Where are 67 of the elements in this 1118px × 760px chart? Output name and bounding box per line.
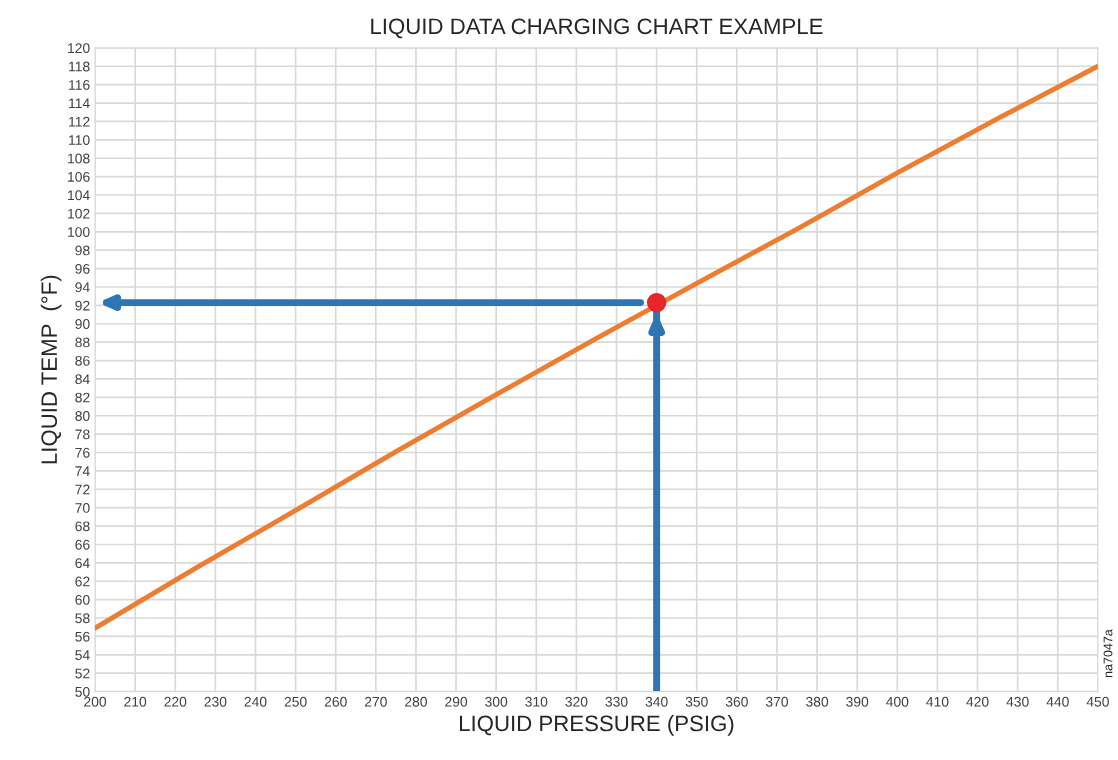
x-tick-label: 270 [364,696,387,707]
y-tick-label: 56 [75,631,90,642]
x-axis-title: LIQUID PRESSURE (PSIG) [459,714,734,736]
y-tick-label: 86 [75,355,90,366]
x-tick-label: 400 [886,696,909,707]
x-tick-label: 320 [565,696,588,707]
x-tick-label: 280 [405,696,427,707]
y-tick-label: 96 [75,263,90,274]
y-tick-label: 90 [75,319,90,329]
y-tick-label: 80 [75,411,90,421]
chart-title: LIQUID DATA CHARGING CHART EXAMPLE [371,18,823,39]
x-tick-label: 200 [84,696,107,707]
x-tick-label: 420 [966,696,989,707]
y-tick-label: 64 [75,558,90,569]
x-tick-label: 300 [485,696,508,707]
y-tick-label: 52 [75,668,90,679]
x-tick-label: 310 [525,696,548,707]
x-tick-label: 380 [806,696,829,707]
x-tick-label: 390 [846,696,869,707]
y-tick-label: 118 [69,61,90,72]
x-tick-label: 220 [164,696,187,707]
x-tick-label: 330 [605,696,628,707]
x-tick-label: 360 [725,696,748,707]
x-tick-label: 290 [445,696,468,707]
y-tick-label: 104 [68,190,90,201]
x-tick-label: 340 [645,696,668,707]
x-tick-label: 250 [284,696,307,707]
y-axis-title: LIQUID TEMP (°F) [40,275,62,464]
x-tick-label: 430 [1006,696,1029,707]
x-tick-label: 230 [204,696,227,707]
x-tick-label: 440 [1046,696,1069,707]
line-series [95,63,1098,631]
y-tick-label: 82 [75,392,90,403]
y-tick-label: 62 [75,576,90,587]
y-tick-label: 68 [75,521,90,532]
y-tick-label: 84 [75,374,90,385]
y-tick-label: 94 [75,282,90,293]
y-tick-label: 114 [69,98,90,109]
y-tick-label: 106 [68,171,90,182]
y-tick-label: 58 [75,613,90,624]
text: na7047a [1103,629,1113,678]
y-tick-label: 112 [69,116,90,127]
y-tick-label: 72 [75,484,90,495]
y-tick-label: 110 [69,135,90,146]
y-tick-label: 76 [75,447,90,458]
x-tick-label: 350 [685,696,708,707]
y-tick-label: 88 [75,337,90,348]
y-tick-label: 100 [68,227,90,237]
y-tick-label: 50 [75,686,90,697]
x-tick-label: 260 [324,696,347,707]
y-tick-label: 74 [75,466,90,476]
y-tick-label: 98 [75,245,90,256]
x-tick-label: 410 [926,696,949,707]
y-tick-label: 116 [69,80,90,90]
y-tick-label: 108 [68,153,90,164]
y-tick-label: 120 [68,43,90,54]
y-tick-label: 70 [75,503,90,513]
x-tick-label: 370 [765,696,789,707]
y-tick-label: 78 [75,429,90,440]
y-tick-label: 66 [75,539,90,550]
y-tick-label: 54 [75,650,90,660]
x-tick-label: 240 [244,696,267,707]
y-tick-label: 92 [75,300,90,311]
y-tick-label: 102 [68,208,90,219]
x-tick-label: 210 [124,696,147,707]
y-tick-label: 60 [75,594,90,605]
x-tick-label: 450 [1086,696,1109,707]
